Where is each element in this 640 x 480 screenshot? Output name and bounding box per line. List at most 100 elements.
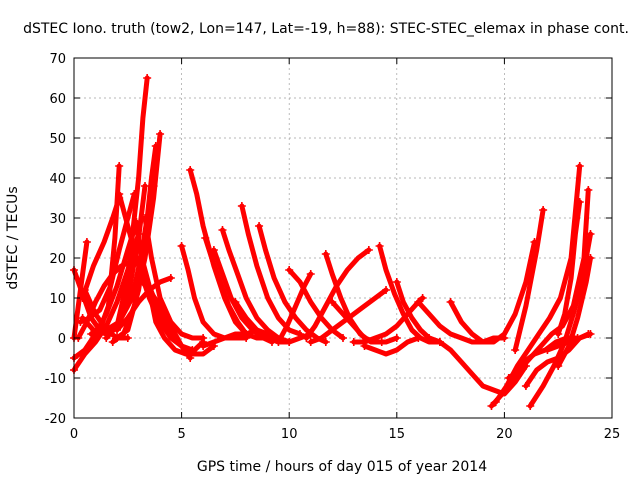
data-point-marker bbox=[306, 338, 315, 346]
series-arc-36 bbox=[306, 286, 391, 346]
y-tick-label: -10 bbox=[45, 372, 66, 387]
grid bbox=[74, 58, 612, 418]
series-line bbox=[142, 215, 206, 341]
data-point-marker bbox=[321, 338, 330, 346]
data-point-marker bbox=[255, 222, 264, 230]
data-point-marker bbox=[102, 334, 111, 342]
data-point-marker bbox=[414, 334, 423, 342]
data-point-marker bbox=[418, 294, 427, 302]
series-line bbox=[415, 299, 507, 345]
y-tick-label: 50 bbox=[49, 132, 66, 147]
series-arc-44 bbox=[504, 186, 593, 382]
data-point-marker bbox=[575, 162, 584, 170]
series-line bbox=[329, 299, 400, 345]
series-line bbox=[80, 195, 122, 301]
data-point-marker bbox=[149, 182, 158, 190]
x-tick-label: 20 bbox=[496, 427, 513, 442]
data-point-marker bbox=[78, 314, 87, 322]
data-point-marker bbox=[199, 342, 208, 350]
data-point-marker bbox=[511, 346, 520, 354]
series-line bbox=[555, 199, 583, 337]
data-point-marker bbox=[526, 402, 535, 410]
data-point-marker bbox=[218, 226, 227, 234]
data-point-marker bbox=[554, 362, 563, 370]
data-point-marker bbox=[201, 234, 210, 242]
tick-layer: 0 5 10 15 20 25 -20 -10 0 10 20 30 40 50 60 70 bbox=[45, 52, 621, 442]
series-arc-18 bbox=[113, 274, 175, 334]
y-axis-label: dSTEC / TECUs bbox=[5, 186, 21, 289]
series-arc-45 bbox=[511, 206, 548, 354]
data-point-marker bbox=[491, 398, 500, 406]
series-line bbox=[114, 183, 157, 341]
data-point-marker bbox=[186, 354, 195, 362]
series-arc-50 bbox=[554, 198, 584, 338]
series-line bbox=[114, 275, 174, 333]
x-tick-label: 10 bbox=[281, 427, 298, 442]
y-tick-label: 40 bbox=[49, 172, 66, 187]
data-point-marker bbox=[134, 274, 143, 282]
data-point-marker bbox=[115, 162, 124, 170]
series-line bbox=[351, 295, 426, 345]
series-arc-33 bbox=[328, 298, 401, 345]
series-line bbox=[71, 219, 139, 361]
data-point-marker bbox=[504, 374, 513, 382]
y-tick-label: 30 bbox=[49, 212, 66, 227]
data-point-marker bbox=[392, 334, 401, 342]
data-point-marker bbox=[108, 338, 117, 346]
data-point-marker bbox=[141, 214, 150, 222]
data-point-marker bbox=[143, 74, 152, 82]
series-line bbox=[544, 331, 593, 353]
data-point-marker bbox=[487, 402, 496, 410]
data-point-marker bbox=[306, 270, 315, 278]
series-arc-13 bbox=[113, 182, 158, 342]
data-point-marker bbox=[584, 186, 593, 194]
series-line bbox=[512, 207, 546, 353]
data-point-marker bbox=[115, 190, 124, 198]
y-tick-label: 20 bbox=[49, 252, 66, 267]
series-arc-11 bbox=[102, 74, 152, 342]
data-point-marker bbox=[123, 334, 132, 342]
data-point-marker bbox=[186, 166, 195, 174]
data-point-marker bbox=[285, 266, 294, 274]
series-line bbox=[256, 223, 329, 345]
series-arc-25 bbox=[237, 202, 304, 338]
series-arc-38 bbox=[349, 294, 427, 346]
x-tick-label: 0 bbox=[70, 427, 78, 442]
data-point-marker bbox=[156, 130, 165, 138]
data-point-marker bbox=[231, 298, 240, 306]
data-point-marker bbox=[375, 242, 384, 250]
data-point-marker bbox=[543, 346, 552, 354]
data-point-marker bbox=[586, 230, 595, 238]
series-line bbox=[377, 243, 443, 345]
series-line bbox=[71, 239, 90, 341]
data-point-marker bbox=[446, 298, 455, 306]
data-point-marker bbox=[586, 254, 595, 262]
series-line bbox=[200, 327, 292, 349]
plot-frame bbox=[73, 57, 613, 419]
data-point-marker bbox=[82, 238, 91, 246]
y-tick-label: 70 bbox=[49, 52, 66, 67]
series-arc-48 bbox=[554, 254, 595, 370]
data-point-marker bbox=[321, 250, 330, 258]
series-line bbox=[362, 335, 421, 357]
data-point-marker bbox=[392, 278, 401, 286]
x-axis-label: GPS time / hours of day 015 of year 2014 bbox=[197, 459, 487, 475]
series-arc-40 bbox=[446, 238, 539, 345]
series-line bbox=[202, 235, 249, 337]
data-point-marker bbox=[575, 198, 584, 206]
series-line bbox=[103, 75, 150, 341]
data-point-marker bbox=[339, 334, 347, 342]
series-line bbox=[555, 255, 593, 369]
series-line bbox=[232, 299, 314, 345]
data-point-marker bbox=[586, 330, 595, 338]
series-line bbox=[133, 223, 217, 357]
series-line bbox=[448, 239, 537, 345]
data-point-marker bbox=[177, 242, 186, 250]
data-point-marker bbox=[539, 206, 548, 214]
data-point-marker bbox=[328, 298, 337, 306]
series-layer bbox=[70, 74, 595, 410]
data-point-marker bbox=[349, 338, 358, 346]
series-arc-49 bbox=[543, 330, 595, 354]
series-line bbox=[506, 187, 591, 381]
